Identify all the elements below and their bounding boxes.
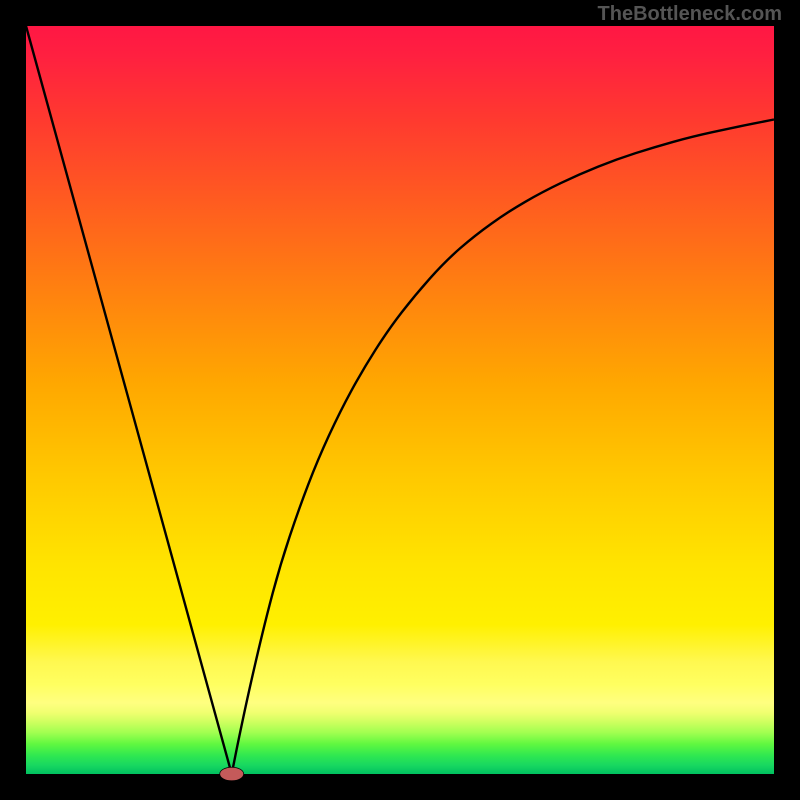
chart-container: TheBottleneck.com: [0, 0, 800, 800]
minimum-marker: [220, 767, 244, 780]
bottleneck-chart: [0, 0, 800, 800]
plot-background: [26, 26, 774, 774]
watermark-text: TheBottleneck.com: [598, 3, 782, 26]
